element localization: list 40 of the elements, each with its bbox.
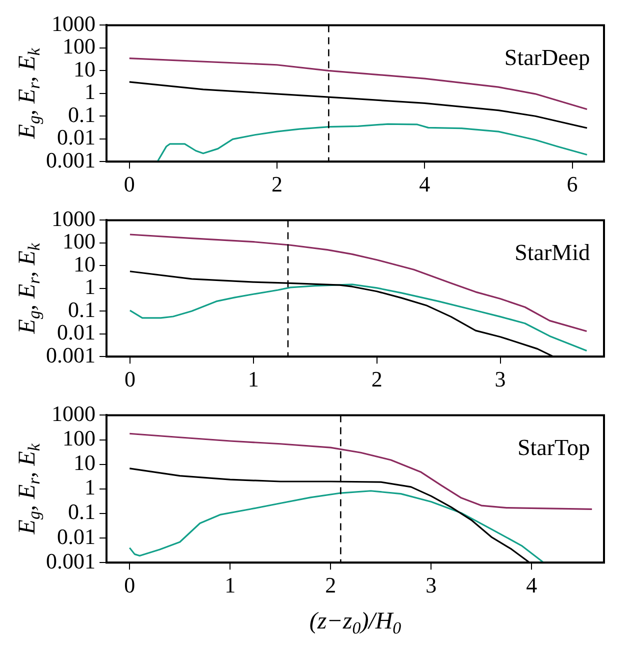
annotation: StarDeep: [504, 45, 590, 70]
x-tick-label: 4: [526, 572, 538, 598]
y-tick-label: 100: [62, 34, 96, 59]
y-tick-label: 10: [74, 251, 96, 276]
x-tick-label: 1: [224, 572, 236, 598]
x-tick-label: 3: [494, 366, 506, 392]
x-tick-label: 1: [248, 366, 259, 392]
y-axis-title: Eg, Er, Ek: [14, 48, 44, 140]
y-tick-label: 100: [62, 228, 96, 254]
y-tick-label: 1: [84, 474, 96, 500]
y-tick-label: 1000: [52, 400, 96, 426]
y-tick-label: 0.1: [68, 296, 96, 322]
y-tick-label: 0.001: [46, 147, 96, 172]
y-tick-label: 1: [84, 274, 96, 300]
x-tick-label: 0: [124, 572, 136, 598]
y-axis-title: Eg, Er, Ek: [14, 242, 44, 335]
y-tick-label: 10: [74, 450, 96, 476]
y-tick-label: 0.001: [46, 342, 96, 368]
x-tick-label: 3: [426, 572, 437, 598]
y-tick-label: 100: [62, 426, 96, 451]
y-tick-label: 0.01: [57, 320, 96, 345]
y-tick-label: 10: [74, 56, 96, 82]
x-tick-label: 2: [272, 172, 283, 197]
y-tick-label: 0.1: [68, 102, 96, 127]
x-tick-label: 0: [124, 172, 135, 197]
annotation: StarMid: [514, 240, 590, 266]
y-tick-label: 0.1: [68, 499, 96, 524]
x-tick-label: 4: [419, 172, 430, 197]
y-tick-label: 0.01: [57, 524, 96, 549]
x-tick-label: 2: [371, 366, 382, 392]
y-tick-label: 1000: [52, 206, 96, 231]
y-tick-label: 0.001: [46, 548, 96, 574]
x-tick-label: 6: [566, 172, 578, 197]
x-tick-label: 0: [124, 366, 136, 392]
y-tick-label: 0.01: [57, 124, 96, 150]
annotation: StarTop: [518, 435, 590, 460]
x-tick-label: 2: [325, 572, 336, 598]
y-tick-label: 1000: [52, 10, 96, 36]
y-axis-title: Eg, Er, Ek: [14, 443, 44, 536]
y-tick-label: 1: [84, 79, 96, 104]
